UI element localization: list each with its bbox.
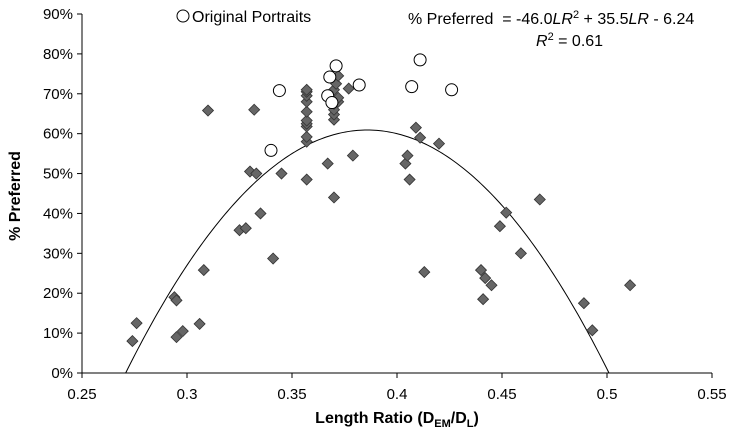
diamond-point xyxy=(276,168,287,179)
diamond-point xyxy=(203,105,214,116)
x-tick-label: 0.4 xyxy=(387,386,408,403)
original-portrait-point xyxy=(414,54,426,66)
diamond-point xyxy=(494,221,505,232)
diamond-point xyxy=(249,104,260,115)
diamond-point xyxy=(410,122,421,133)
diamond-point xyxy=(322,158,333,169)
diamond-point xyxy=(343,83,354,94)
x-tick-label: 0.5 xyxy=(597,386,618,403)
x-tick-label: 0.55 xyxy=(697,386,726,403)
r-var: R xyxy=(536,33,548,50)
eq-part-3: - 6.24 xyxy=(649,11,694,28)
diamond-point xyxy=(301,106,312,117)
fit-curve-group xyxy=(126,130,609,373)
diamond-point xyxy=(625,280,636,291)
x-tick-label: 0.3 xyxy=(177,386,198,403)
legend-label: Original Portraits xyxy=(192,9,311,26)
y-tick-label: 0% xyxy=(51,365,73,382)
x-tick-label: 0.45 xyxy=(487,386,516,403)
fit-equation: % Preferred = -46.0LR2 + 35.5LR - 6.24 R… xyxy=(408,9,694,50)
y-tick-label: 20% xyxy=(43,285,73,302)
x-title-sub1: EM xyxy=(434,418,451,430)
data-points-group xyxy=(127,54,636,347)
diamond-point xyxy=(404,174,415,185)
y-tick-label: 70% xyxy=(43,86,73,103)
diamond-point xyxy=(415,132,426,143)
eq-var-1: LR xyxy=(553,11,574,28)
x-axis-title: Length Ratio (DEM/DL) xyxy=(315,410,479,430)
diamond-point xyxy=(329,192,340,203)
original-portrait-point xyxy=(446,84,458,96)
diamond-point xyxy=(268,253,279,264)
diamond-point xyxy=(198,265,209,276)
diamond-point xyxy=(501,207,512,218)
y-tick-label: 50% xyxy=(43,166,73,183)
x-title-mid: /D xyxy=(451,410,467,427)
x-tick-label: 0.35 xyxy=(277,386,306,403)
original-portrait-point xyxy=(273,85,285,97)
r-value: = 0.61 xyxy=(554,33,603,50)
y-tick-label: 40% xyxy=(43,205,73,222)
y-tick-label: 10% xyxy=(43,325,73,342)
diamond-point xyxy=(515,248,526,259)
diamond-point xyxy=(255,208,266,219)
y-tick-label: 80% xyxy=(43,46,73,63)
original-portrait-point xyxy=(265,144,277,156)
eq-part-1: % Preferred = -46.0 xyxy=(408,11,553,28)
diamond-point xyxy=(131,318,142,329)
eq-var-2: LR xyxy=(628,11,649,28)
x-tick-label: 0.25 xyxy=(67,386,96,403)
original-portrait-point xyxy=(330,60,342,72)
diamond-point xyxy=(578,298,589,309)
y-tick-label: 60% xyxy=(43,126,73,143)
legend-marker-circle xyxy=(177,10,189,22)
legend: Original Portraits xyxy=(177,9,311,26)
y-tick-label: 90% xyxy=(43,6,73,23)
original-portrait-point xyxy=(353,79,365,91)
x-title-end: ) xyxy=(474,410,479,427)
diamond-point xyxy=(347,150,358,161)
axes-group: 0% 10% 20% 30% 40% 50% 60% 70% 80% 90% 0.25 0.3 0.35… xyxy=(43,6,727,403)
r-squared-line: R2 = 0.61 xyxy=(536,31,603,50)
eq-part-2: + 35.5 xyxy=(579,11,628,28)
original-portrait-point xyxy=(324,71,336,83)
y-axis-title: % Preferred xyxy=(7,151,24,241)
original-portrait-point xyxy=(406,81,418,93)
diamond-point xyxy=(534,194,545,205)
diamond-point xyxy=(434,138,445,149)
original-portrait-point xyxy=(326,97,338,109)
diamond-point xyxy=(127,336,138,347)
fit-curve xyxy=(126,130,609,373)
diamond-point xyxy=(419,267,430,278)
diamond-point xyxy=(194,318,205,329)
x-title-main: Length Ratio (D xyxy=(315,410,434,427)
diamond-point xyxy=(478,294,489,305)
equation-line: % Preferred = -46.0LR2 + 35.5LR - 6.24 xyxy=(408,9,694,28)
diamond-point xyxy=(301,174,312,185)
y-tick-label: 30% xyxy=(43,245,73,262)
